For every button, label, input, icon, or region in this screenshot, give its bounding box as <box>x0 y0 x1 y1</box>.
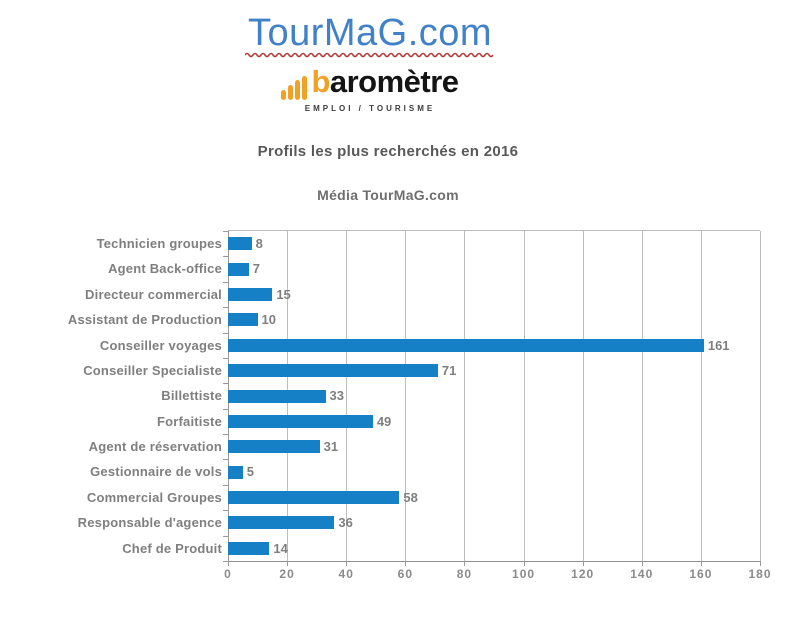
bar-value-label: 15 <box>276 286 291 302</box>
x-axis-tick <box>641 561 643 566</box>
x-axis-tick <box>287 561 289 566</box>
y-axis-tick <box>223 332 228 334</box>
x-axis-label: 0 <box>224 567 232 581</box>
y-axis-tick <box>223 510 228 512</box>
x-axis-tick <box>700 561 702 566</box>
x-axis-tick <box>760 561 761 566</box>
y-axis-tick <box>223 434 228 436</box>
category-label: Conseiller Specialiste <box>83 362 222 378</box>
bar <box>228 262 249 276</box>
barometre-logo: baromètre <box>0 64 770 100</box>
bar-value-label: 5 <box>246 464 254 480</box>
bar-value-label: 36 <box>338 515 353 531</box>
category-label: Responsable d'agence <box>77 515 222 531</box>
x-axis-label: 160 <box>689 567 713 581</box>
category-label: Conseiller voyages <box>99 337 222 353</box>
tourmag-logo: TourMaG.com <box>0 12 770 59</box>
bar-value-label: 8 <box>255 236 263 251</box>
bar <box>228 237 252 251</box>
bar-value-label: 71 <box>441 362 457 378</box>
x-axis-tick <box>523 561 525 566</box>
chart-subtitle: Média TourMaG.com <box>317 187 459 203</box>
bar <box>228 491 400 505</box>
bar <box>228 338 704 352</box>
x-axis-label: 100 <box>512 567 536 581</box>
category-label: Directeur commercial <box>85 286 222 302</box>
x-axis-label: 140 <box>630 567 654 581</box>
category-label: Gestionnaire de vols <box>90 464 222 480</box>
y-axis-tick <box>223 256 228 258</box>
x-axis-label: 120 <box>571 567 595 581</box>
y-axis-tick <box>223 357 228 359</box>
chart-title: Profils les plus recherchés en 2016 <box>257 143 519 160</box>
x-axis-tick <box>464 561 466 566</box>
category-label: Assistant de Production <box>67 312 222 328</box>
x-axis-tick <box>405 561 407 566</box>
y-axis-tick <box>223 535 228 537</box>
category-label: Billettiste <box>161 388 222 404</box>
bar-chart-icon <box>281 64 309 100</box>
barometre-rest: aromètre <box>329 63 459 99</box>
x-axis-tick <box>228 561 229 566</box>
gridline <box>641 231 643 561</box>
y-axis-tick <box>223 231 228 232</box>
y-axis-tick <box>223 281 228 283</box>
y-axis-tick <box>223 484 228 486</box>
plot-area: 0 20 40 60 80 100 120 140 160 180 8 Technicien grou… <box>68 230 771 581</box>
bar-value-label: 31 <box>323 439 339 455</box>
gridline <box>700 231 702 561</box>
bar <box>228 364 438 378</box>
bar <box>228 313 258 327</box>
bar <box>228 465 243 479</box>
category-label: Forfaitiste <box>156 413 222 429</box>
y-axis-tick <box>223 307 228 309</box>
y-axis-tick <box>223 383 228 385</box>
category-label: Agent Back-office <box>108 261 222 277</box>
category-label: Commercial Groupes <box>86 489 222 505</box>
gridline <box>464 231 466 561</box>
header: TourMaG.com baromètre EMPLOI / TOURISME <box>0 12 770 113</box>
x-axis-label: 60 <box>397 567 414 581</box>
bar-value-label: 49 <box>376 413 392 429</box>
bar-value-label: 33 <box>329 388 344 404</box>
x-axis-label: 80 <box>456 567 473 581</box>
x-axis-label: 20 <box>279 567 295 581</box>
y-axis-tick <box>223 408 228 410</box>
logo-tagline: EMPLOI / TOURISME <box>304 103 436 113</box>
gridline <box>582 231 584 561</box>
y-axis-tick <box>223 459 228 461</box>
bar-value-label: 58 <box>403 489 418 505</box>
tourmag-logo-text: TourMaG.com <box>247 12 493 54</box>
category-label: Agent de réservation <box>88 439 222 455</box>
wavy-underline-icon <box>245 52 494 58</box>
bar <box>228 287 273 301</box>
bar <box>228 440 320 454</box>
bar-value-label: 161 <box>707 337 730 353</box>
bar-value-label: 14 <box>273 540 288 556</box>
bar <box>228 541 270 555</box>
gridline <box>760 231 761 561</box>
bar <box>228 389 326 403</box>
x-axis-tick <box>582 561 584 566</box>
bar-value-label: 10 <box>261 312 277 328</box>
bar <box>228 414 373 428</box>
category-label: Technicien groupes <box>96 236 222 251</box>
gridline <box>405 231 407 561</box>
x-axis-tick <box>346 561 348 566</box>
y-axis-tick <box>223 561 228 562</box>
bar-value-label: 7 <box>252 261 260 277</box>
x-axis-label: 180 <box>748 567 772 581</box>
category-label: Chef de Produit <box>122 540 222 556</box>
x-axis-label: 40 <box>338 567 354 581</box>
gridline <box>346 231 348 561</box>
barometre-b: b <box>311 63 330 99</box>
gridline <box>523 231 525 561</box>
bar <box>228 516 335 530</box>
